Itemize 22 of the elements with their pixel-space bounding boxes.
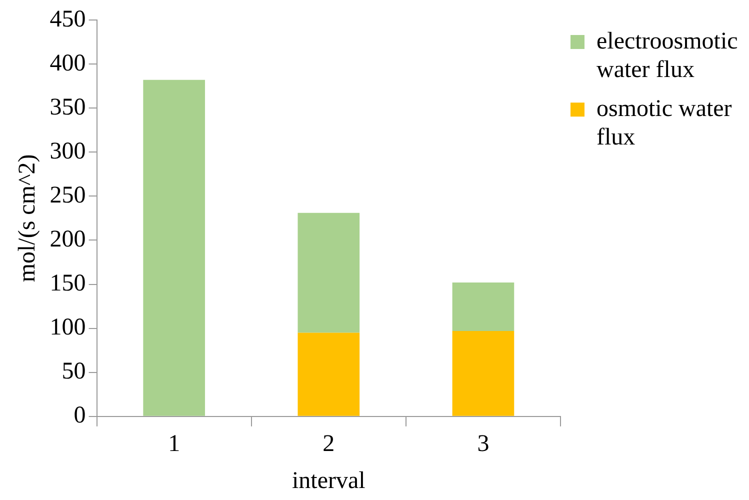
x-tick-label: 1 <box>168 431 180 458</box>
y-tick-label: 50 <box>62 358 86 385</box>
y-tick-label: 450 <box>50 6 86 32</box>
y-tick-label: 400 <box>50 50 86 76</box>
legend-label: osmotic water flux <box>596 96 732 151</box>
y-tick-label: 350 <box>50 94 86 120</box>
x-tick-label: 2 <box>322 431 335 458</box>
y-tick-label: 200 <box>50 226 86 253</box>
y-axis-title: mol/(s cm^2) <box>14 154 41 282</box>
bar <box>298 212 360 333</box>
bar <box>298 332 360 416</box>
x-axis-title: interval <box>292 468 366 494</box>
bar <box>143 80 205 416</box>
x-tick-label: 3 <box>477 431 490 458</box>
y-tick-label: 0 <box>74 402 86 429</box>
y-tick-label: 150 <box>50 270 86 297</box>
bar <box>452 282 514 331</box>
y-tick-label: 100 <box>50 314 86 341</box>
bar <box>452 330 514 416</box>
y-tick-label: 250 <box>50 182 86 208</box>
legend-label: electroosmotic water flux <box>596 28 738 84</box>
y-tick-label: 300 <box>50 138 86 164</box>
